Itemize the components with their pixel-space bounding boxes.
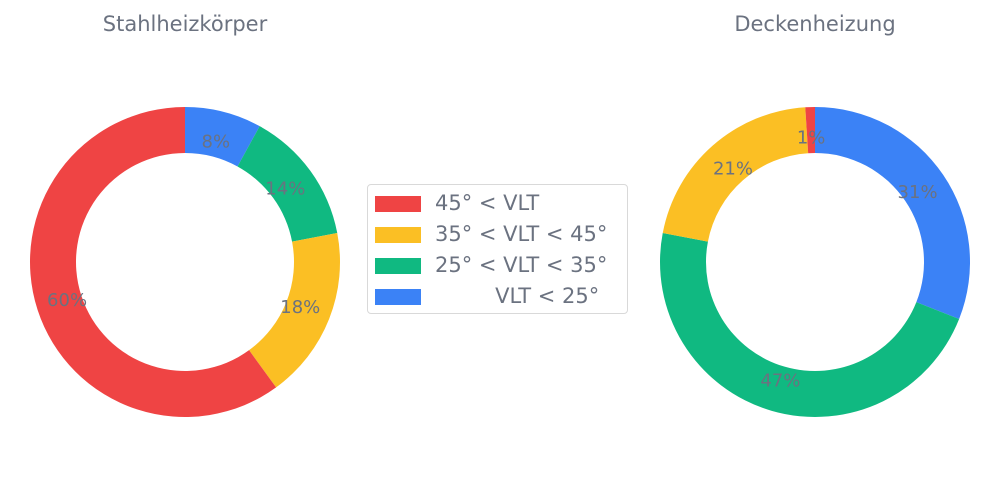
legend-label: 25° < VLT < 35° xyxy=(435,253,608,277)
slice-percent-label: 60% xyxy=(47,290,87,311)
slice-percent-label: 1% xyxy=(797,128,826,149)
donut-slice xyxy=(237,126,338,242)
legend-item-45-vlt: 45° < VLT xyxy=(375,187,625,217)
slice-percent-label: 14% xyxy=(265,179,305,200)
legend-item-35-45-vlt: 35° < VLT < 45° xyxy=(375,218,625,248)
donut-slice xyxy=(815,107,970,320)
donut-slice xyxy=(805,107,815,154)
donut-slice xyxy=(660,232,960,417)
legend: 45° < VLT 35° < VLT < 45° 25° < VLT < 35… xyxy=(367,184,628,314)
chart-title-stahlheizkoerper: Stahlheizkörper xyxy=(102,12,268,36)
donut-slice xyxy=(30,107,277,418)
donut-slice xyxy=(662,107,809,242)
chart-title-deckenheizung: Deckenheizung xyxy=(734,12,896,36)
slice-percent-label: 18% xyxy=(280,297,320,318)
legend-item-25-35-vlt: 25° < VLT < 35° xyxy=(375,249,625,279)
legend-swatch xyxy=(375,196,421,212)
legend-swatch xyxy=(375,289,421,305)
legend-label: VLT < 25° xyxy=(435,284,600,308)
legend-swatch xyxy=(375,258,421,274)
legend-swatch xyxy=(375,227,421,243)
donut-stahlheizkoerper: 8% 14% 18% 60% xyxy=(30,107,340,418)
legend-label: 35° < VLT < 45° xyxy=(435,222,608,246)
slice-percent-label: 8% xyxy=(202,131,231,152)
slice-percent-label: 21% xyxy=(713,158,753,179)
slice-percent-label: 31% xyxy=(898,182,938,203)
donut-deckenheizung: 31% 47% 21% 1% xyxy=(660,107,970,417)
legend-item-vlt-25: VLT < 25° xyxy=(375,280,625,310)
donut-slice xyxy=(249,232,340,388)
donut-slice xyxy=(185,107,260,167)
slice-percent-label: 47% xyxy=(760,371,800,392)
legend-label: 45° < VLT xyxy=(435,191,540,215)
